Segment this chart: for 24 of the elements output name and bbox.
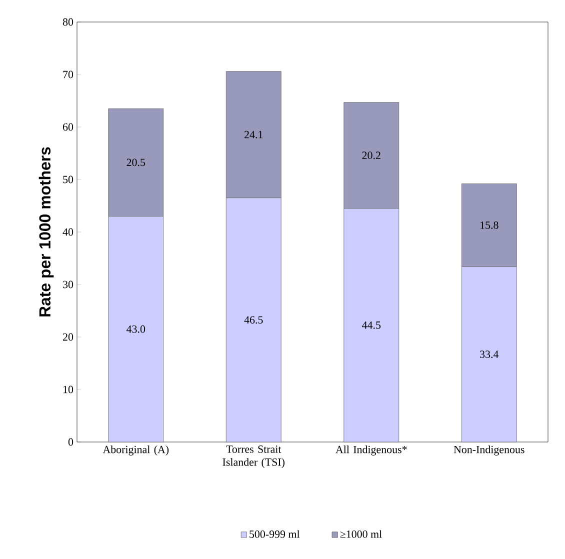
legend-label: 500-999 ml xyxy=(250,530,300,538)
y-tick-label: 70 xyxy=(63,70,74,78)
x-tick-label: Aboriginal (A) xyxy=(102,446,169,456)
data-label: 15.8 xyxy=(480,221,498,229)
y-tick-label: 50 xyxy=(63,176,74,184)
y-tick-label: 60 xyxy=(62,123,74,131)
data-label: 43.0 xyxy=(126,325,146,333)
data-label: 20.5 xyxy=(126,158,146,166)
y-tick-label: 40 xyxy=(62,228,74,236)
y-tick-label: 30 xyxy=(63,280,74,288)
y-axis-title: Rate per 1000 mothers xyxy=(38,147,54,316)
data-label: 44.5 xyxy=(362,322,381,329)
legend-label: ≥1000 ml xyxy=(340,530,382,538)
data-label: 24.1 xyxy=(244,130,263,138)
y-tick-label: 20 xyxy=(63,333,74,341)
data-label: 46.5 xyxy=(244,316,263,324)
x-tick-label: All Indigenous* xyxy=(336,446,407,456)
data-label: 20.2 xyxy=(362,152,380,160)
y-tick-label: 0 xyxy=(68,438,74,446)
x-tick-label: Torres Strait Islander (TSI) xyxy=(222,446,284,468)
y-tick-label: 10 xyxy=(63,386,74,394)
data-label: 33.4 xyxy=(480,350,499,358)
x-tick-label: Non-Indigenous xyxy=(454,446,524,456)
y-tick-label: 80 xyxy=(62,18,74,26)
